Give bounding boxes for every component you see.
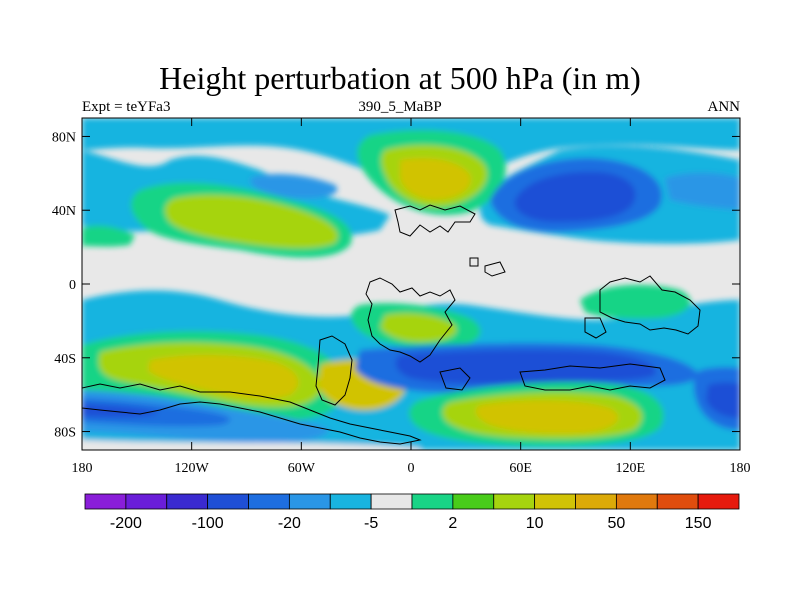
colorbar-swatch — [84, 493, 127, 510]
y-tick-label: 80N — [52, 130, 76, 145]
x-tick-label: 120W — [175, 461, 210, 476]
colorbar-swatch — [248, 493, 290, 510]
contour-map — [82, 118, 740, 450]
colorbar-swatch — [493, 493, 536, 510]
colorbar-label: -20 — [278, 515, 301, 532]
colorbar-swatch — [534, 493, 576, 510]
colorbar-swatch — [329, 493, 372, 510]
y-tick-label: 80S — [54, 426, 76, 441]
y-tick-label: 40N — [52, 204, 76, 219]
x-tick-label: 180 — [72, 461, 93, 476]
colorbar-label: -100 — [192, 515, 224, 532]
colorbar-swatch — [207, 493, 249, 510]
colorbar-swatch — [656, 493, 699, 510]
colorbar-label: 10 — [526, 515, 544, 532]
colorbar-swatch — [166, 493, 209, 510]
experiment-label: Expt = teYFa3 — [82, 99, 171, 115]
x-tick-label: 120E — [616, 461, 646, 476]
colorbar-label: -200 — [110, 515, 142, 532]
colorbar-swatch — [125, 493, 168, 510]
x-tick-label: 60W — [288, 461, 316, 476]
x-tick-label: 180 — [730, 461, 751, 476]
colorbar-label: 50 — [607, 515, 625, 532]
x-tick-label: 0 — [408, 461, 415, 476]
y-axis: 80N 40N 0 40S 80S — [52, 130, 740, 441]
y-tick-label: 40S — [54, 352, 76, 367]
period-label: 390_5_MaBP — [358, 99, 442, 115]
colorbar-label: 150 — [685, 515, 712, 532]
colorbar-swatch — [697, 493, 740, 510]
y-tick-label: 0 — [69, 278, 76, 293]
colorbar-swatch — [452, 493, 495, 510]
chart-title: Height perturbation at 500 hPa (in m) — [159, 60, 641, 96]
colorbar-swatch — [370, 493, 413, 510]
x-tick-label: 60E — [509, 461, 532, 476]
colorbar-swatch — [411, 493, 454, 510]
colorbar-swatch — [575, 493, 617, 510]
colorbar-label: -5 — [364, 515, 378, 532]
season-label: ANN — [707, 99, 741, 115]
colorbar-label: 2 — [448, 515, 457, 532]
colorbar: -200 -100 -20 -5 2 10 50 150 — [84, 493, 740, 532]
x-axis: 180 120W 60W 0 60E 120E 180 — [72, 118, 751, 476]
colorbar-swatch — [288, 493, 331, 510]
colorbar-swatch — [615, 493, 658, 510]
